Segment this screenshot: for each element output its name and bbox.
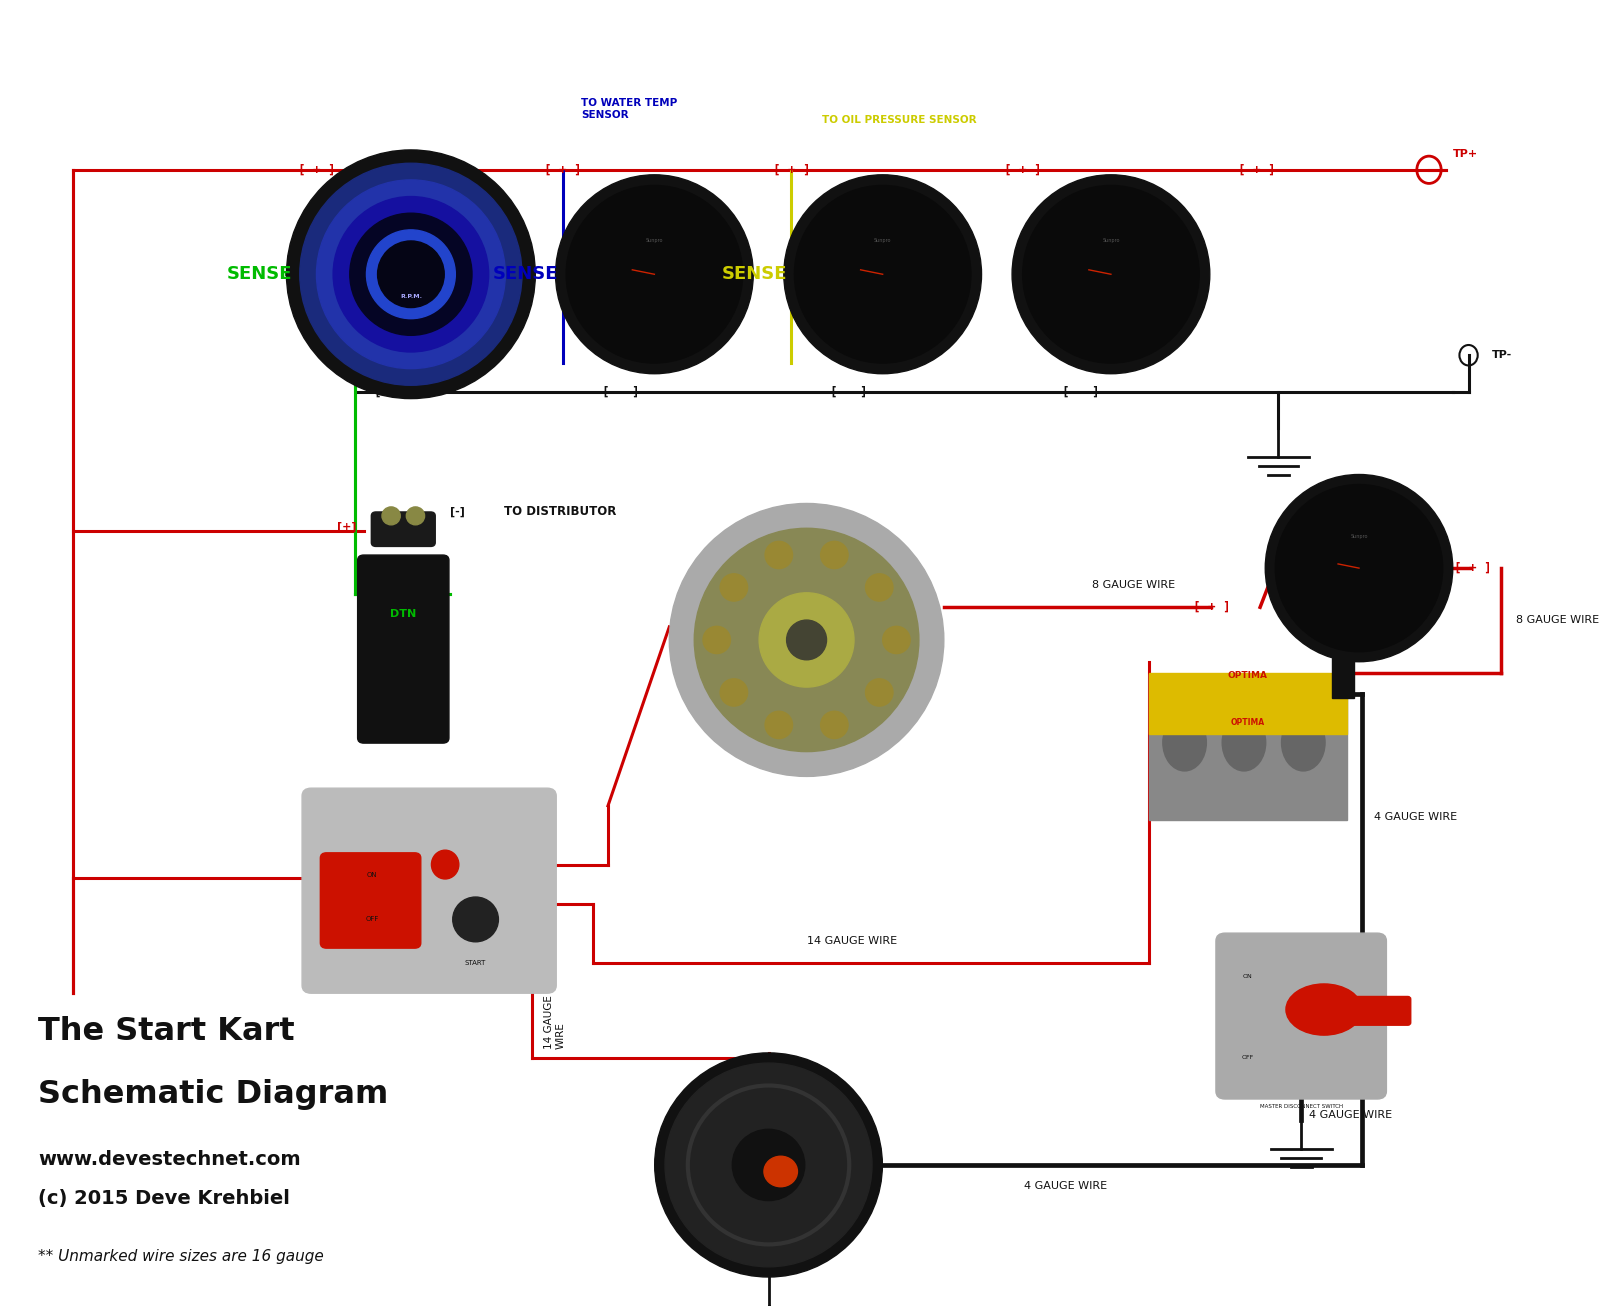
- Text: OPTIMA: OPTIMA: [1227, 671, 1267, 680]
- Ellipse shape: [382, 507, 400, 525]
- FancyBboxPatch shape: [358, 555, 450, 743]
- Text: The Start Kart: The Start Kart: [38, 1016, 294, 1047]
- Ellipse shape: [694, 528, 918, 751]
- Ellipse shape: [821, 712, 848, 739]
- Text: ON: ON: [1243, 974, 1253, 980]
- Ellipse shape: [654, 1053, 882, 1277]
- Ellipse shape: [1163, 714, 1206, 771]
- Ellipse shape: [765, 541, 792, 568]
- Text: [ - ]: [ - ]: [374, 385, 411, 398]
- Text: [ + ]: [ + ]: [1454, 562, 1491, 575]
- Ellipse shape: [866, 573, 893, 601]
- Text: DTN: DTN: [390, 609, 416, 619]
- Text: Sunpro: Sunpro: [1350, 534, 1368, 539]
- Text: SENSE: SENSE: [722, 265, 787, 283]
- Text: ON: ON: [366, 872, 378, 878]
- Text: [ - ]: [ - ]: [1062, 385, 1099, 398]
- Text: (c) 2015 Deve Krehbiel: (c) 2015 Deve Krehbiel: [38, 1190, 290, 1208]
- Text: OPTIMA: OPTIMA: [1230, 718, 1266, 727]
- Ellipse shape: [453, 897, 499, 942]
- Text: 14 GAUGE
WIRE: 14 GAUGE WIRE: [544, 995, 566, 1049]
- Ellipse shape: [1275, 485, 1443, 652]
- Text: 4 GAUGE WIRE: 4 GAUGE WIRE: [1374, 812, 1458, 823]
- Ellipse shape: [555, 175, 754, 374]
- Text: [-]: [-]: [451, 507, 466, 517]
- Ellipse shape: [787, 620, 827, 660]
- Ellipse shape: [317, 180, 506, 368]
- Text: R.P.M.: R.P.M.: [400, 294, 422, 299]
- Text: OFF: OFF: [1242, 1055, 1254, 1060]
- Text: 8 GAUGE WIRE: 8 GAUGE WIRE: [1515, 615, 1598, 626]
- Ellipse shape: [765, 712, 792, 739]
- Ellipse shape: [758, 593, 854, 687]
- Text: TO DISTRIBUTOR: TO DISTRIBUTOR: [504, 505, 616, 518]
- Text: Sunpro: Sunpro: [1102, 238, 1120, 243]
- Text: Sunpro: Sunpro: [874, 238, 891, 243]
- Text: MASTER DISCONNECT SWITCH: MASTER DISCONNECT SWITCH: [1259, 1105, 1342, 1109]
- Ellipse shape: [1286, 983, 1362, 1036]
- Ellipse shape: [883, 627, 910, 653]
- Ellipse shape: [720, 573, 747, 601]
- FancyBboxPatch shape: [371, 512, 435, 546]
- Text: [ + ]: [ + ]: [1003, 163, 1042, 176]
- Ellipse shape: [1222, 714, 1266, 771]
- Text: Sunpro: Sunpro: [646, 238, 662, 243]
- Ellipse shape: [733, 1130, 805, 1200]
- FancyBboxPatch shape: [320, 853, 421, 948]
- Text: SENSE: SENSE: [227, 265, 293, 283]
- Ellipse shape: [821, 541, 848, 568]
- Text: 8 GAUGE WIRE: 8 GAUGE WIRE: [1093, 580, 1176, 590]
- Text: [ + ]: [ + ]: [1192, 601, 1230, 614]
- Ellipse shape: [794, 185, 971, 363]
- Ellipse shape: [1013, 175, 1210, 374]
- Ellipse shape: [666, 1063, 872, 1267]
- Ellipse shape: [669, 503, 944, 776]
- Text: [ + ]: [ + ]: [298, 163, 336, 176]
- Text: START: START: [466, 960, 486, 965]
- Text: [+]: [+]: [336, 522, 357, 532]
- FancyBboxPatch shape: [1216, 932, 1386, 1100]
- Text: 4 GAUGE WIRE: 4 GAUGE WIRE: [1309, 1110, 1392, 1121]
- Ellipse shape: [866, 679, 893, 707]
- Text: ** Unmarked wire sizes are 16 gauge: ** Unmarked wire sizes are 16 gauge: [38, 1249, 323, 1264]
- Text: [ + ]: [ + ]: [1238, 163, 1275, 176]
- Ellipse shape: [299, 163, 522, 385]
- Text: TO WATER TEMP
SENSOR: TO WATER TEMP SENSOR: [581, 98, 677, 120]
- Text: 4 GAUGE WIRE: 4 GAUGE WIRE: [1024, 1181, 1107, 1191]
- Ellipse shape: [784, 175, 981, 374]
- Ellipse shape: [1022, 185, 1200, 363]
- FancyBboxPatch shape: [302, 789, 557, 993]
- Text: [ - ]: [ - ]: [830, 385, 867, 398]
- Text: [ + ]: [ + ]: [773, 163, 810, 176]
- Text: [ - ]: [ - ]: [602, 385, 640, 398]
- Text: TO OIL PRESSURE SENSOR: TO OIL PRESSURE SENSOR: [822, 115, 976, 125]
- Text: Schematic Diagram: Schematic Diagram: [38, 1079, 389, 1110]
- Ellipse shape: [366, 230, 456, 319]
- Ellipse shape: [1266, 474, 1453, 662]
- Text: [ + ]: [ + ]: [544, 163, 582, 176]
- Ellipse shape: [566, 185, 742, 363]
- Ellipse shape: [286, 150, 536, 398]
- Ellipse shape: [720, 679, 747, 707]
- Ellipse shape: [350, 213, 472, 336]
- Text: TP+: TP+: [1453, 149, 1478, 159]
- Ellipse shape: [406, 507, 424, 525]
- Ellipse shape: [763, 1156, 797, 1187]
- Ellipse shape: [432, 850, 459, 879]
- Bar: [1331, 658, 1355, 697]
- Ellipse shape: [1282, 714, 1325, 771]
- Text: SENSE: SENSE: [493, 265, 558, 283]
- FancyBboxPatch shape: [1344, 996, 1411, 1025]
- Text: 14 GAUGE WIRE: 14 GAUGE WIRE: [806, 935, 898, 946]
- Text: OFF: OFF: [365, 917, 379, 922]
- Text: TP-: TP-: [1491, 350, 1512, 360]
- Ellipse shape: [333, 196, 488, 353]
- Ellipse shape: [378, 240, 445, 308]
- Bar: [1149, 674, 1347, 820]
- Bar: [1149, 674, 1347, 734]
- Text: www.devestechnet.com: www.devestechnet.com: [38, 1151, 301, 1169]
- Ellipse shape: [702, 627, 731, 653]
